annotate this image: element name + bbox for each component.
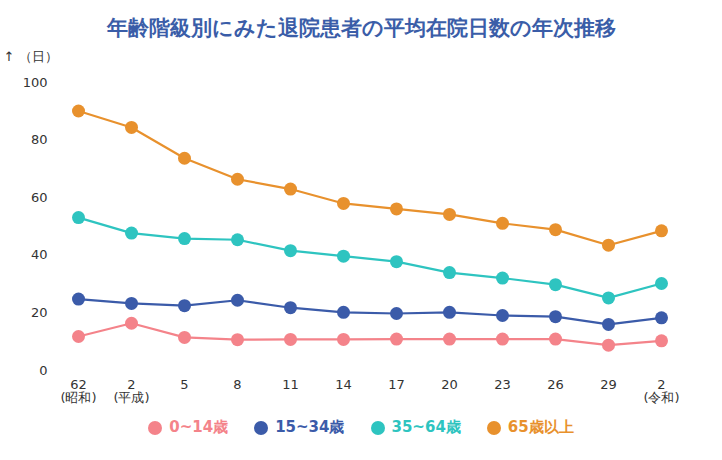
- svg-text:26: 26: [547, 377, 564, 392]
- svg-text:80: 80: [31, 132, 48, 147]
- svg-text:23: 23: [494, 377, 511, 392]
- html-text:65歳以上: 65歳以上: [507, 418, 574, 436]
- svg-text:100: 100: [23, 75, 48, 90]
- svg-text:5: 5: [180, 377, 188, 392]
- svg-text:2(令和): 2(令和): [643, 377, 679, 405]
- html-text:年齢階級別にみた退院患者の平均在院日数の年次推移: 年齢階級別にみた退院患者の平均在院日数の年次推移: [106, 16, 616, 40]
- html-text:15~34歳: 15~34歳: [275, 418, 345, 436]
- svg-text:0: 0: [39, 363, 47, 378]
- svg-text:2(平成): 2(平成): [113, 377, 149, 405]
- svg-text:29: 29: [600, 377, 617, 392]
- html-text:35~64歳: 35~64歳: [391, 418, 461, 436]
- svg-text:40: 40: [31, 247, 48, 262]
- svg-text:17: 17: [388, 377, 405, 392]
- svg-text:11: 11: [282, 377, 299, 392]
- svg-text:↑ （日）: ↑ （日）: [4, 49, 58, 64]
- svg-text:62(昭和): 62(昭和): [60, 377, 96, 405]
- svg-text:20: 20: [31, 305, 48, 320]
- svg-text:20: 20: [441, 377, 458, 392]
- html-text:0~14歳: 0~14歳: [169, 418, 229, 436]
- svg-text:8: 8: [233, 377, 241, 392]
- svg-text:60: 60: [31, 190, 48, 205]
- svg-text:14: 14: [335, 377, 352, 392]
